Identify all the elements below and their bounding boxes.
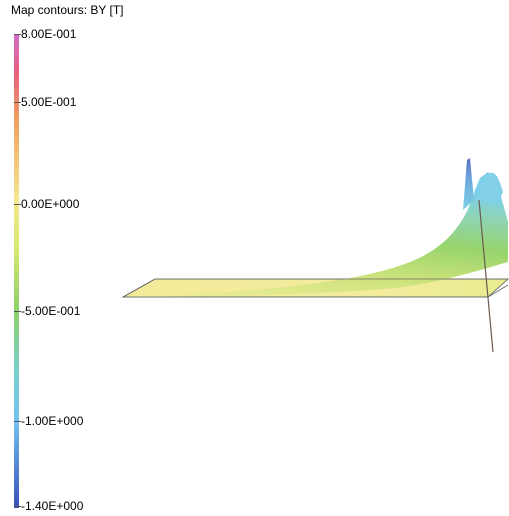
field-peak-top (478, 172, 503, 205)
vertical-axis-line (478, 199, 494, 353)
plate-edge-right (487, 284, 509, 298)
field-peak (463, 158, 474, 210)
legend-tick-label: 5.00E-001 (21, 95, 77, 109)
legend-tick-mark (14, 421, 21, 422)
legend-tick-mark (14, 34, 21, 35)
legend-tick-mark (14, 506, 21, 507)
plate-edge-left (122, 278, 156, 298)
color-scale-bar (14, 34, 19, 508)
legend-tick-label: -1.00E+000 (21, 414, 84, 428)
legend-title: Map contours: BY [T] (11, 3, 124, 17)
legend-tick-label: -5.00E-001 (21, 304, 81, 318)
legend-tick-label: 0.00E+000 (21, 197, 80, 211)
legend-tick-label: 8.00E-001 (21, 27, 77, 41)
legend-tick-mark (14, 311, 21, 312)
legend-tick-mark (14, 204, 21, 205)
legend-tick-mark (14, 102, 21, 103)
legend-tick-label: -1.40E+000 (21, 499, 84, 513)
field-sheet (123, 172, 508, 297)
